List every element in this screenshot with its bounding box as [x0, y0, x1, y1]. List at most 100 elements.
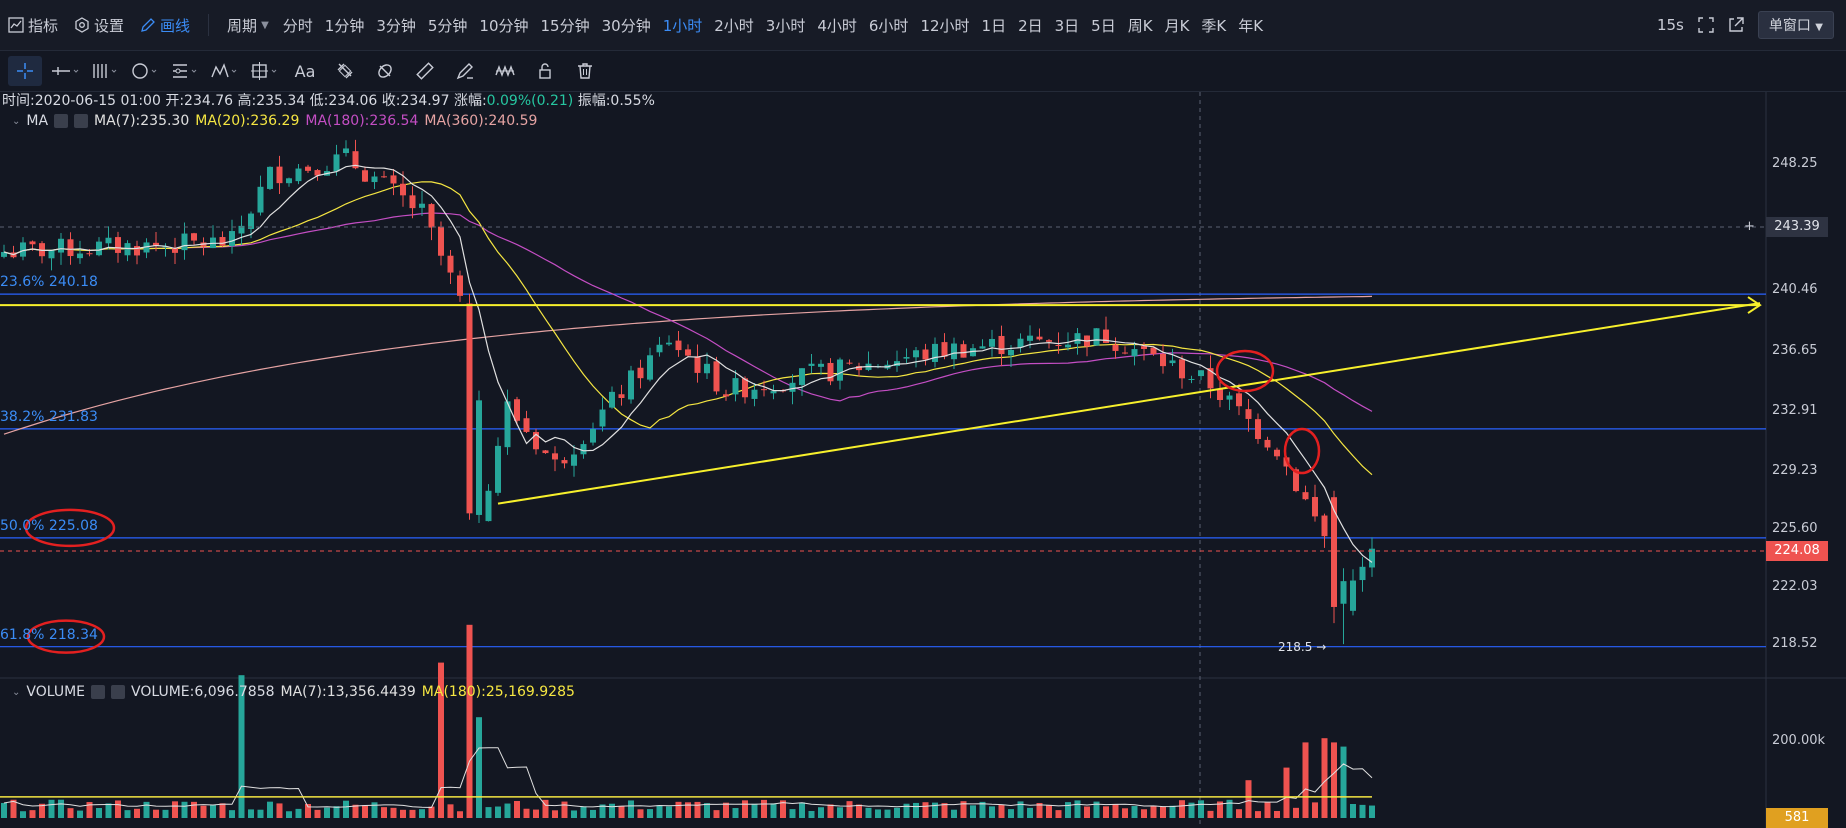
- ma-settings-icon[interactable]: [54, 114, 69, 128]
- fullscreen-icon[interactable]: [1698, 17, 1714, 33]
- popout-icon[interactable]: [1728, 17, 1744, 33]
- volume-bar: [542, 799, 549, 818]
- draw-button[interactable]: 画线: [132, 15, 198, 36]
- period-tab[interactable]: 30分钟: [601, 16, 651, 35]
- period-tabs: 分时 1分钟 3分钟 5分钟 10分钟 15分钟 30分钟 1小时 2小时 3小时 4小时 6小时 12…: [277, 15, 1269, 36]
- period-tab[interactable]: 15分钟: [540, 16, 590, 35]
- line-tool[interactable]: [48, 56, 82, 86]
- candle-body: [542, 450, 549, 454]
- volume-bar: [1179, 800, 1185, 818]
- magnet-tool[interactable]: [328, 56, 362, 86]
- candle-body: [419, 203, 425, 208]
- period-tab[interactable]: 年K: [1238, 16, 1264, 35]
- chevron-down-icon: ▼: [1815, 22, 1823, 33]
- volume-bar: [884, 809, 891, 818]
- candle-body: [761, 389, 767, 391]
- period-tab[interactable]: 4小时: [817, 16, 857, 35]
- volume-bar: [1331, 742, 1337, 818]
- info-close: 收:234.97: [381, 93, 450, 109]
- text-tool[interactable]: Aa: [288, 56, 322, 86]
- indicators-button[interactable]: 指标: [0, 15, 66, 36]
- period-tab[interactable]: 季K: [1201, 16, 1227, 35]
- candle-body: [86, 253, 93, 255]
- shape-tool[interactable]: [128, 56, 162, 86]
- period-tab[interactable]: 2日: [1018, 16, 1043, 35]
- volume-bar: [400, 809, 406, 818]
- fib-level-label: 50.0% 225.08: [0, 517, 98, 534]
- candle-body: [1331, 497, 1337, 607]
- volume-bar: [628, 800, 634, 818]
- fibonacci-retracement[interactable]: [0, 293, 1766, 648]
- volume-bar: [86, 802, 93, 818]
- period-tab[interactable]: 10分钟: [479, 16, 529, 35]
- period-tab[interactable]: 周K: [1127, 16, 1153, 35]
- candle-body: [1074, 333, 1081, 344]
- period-tab[interactable]: 分时: [282, 16, 313, 35]
- candle-body: [694, 356, 701, 373]
- candle-body: [1008, 349, 1014, 356]
- ruler-icon: [416, 62, 434, 80]
- volume-bar: [286, 811, 292, 818]
- ruler-tool[interactable]: [408, 56, 442, 86]
- candle-body: [1302, 492, 1309, 500]
- period-tab[interactable]: 5分钟: [427, 16, 468, 35]
- lock-tool[interactable]: [528, 56, 562, 86]
- period-tab[interactable]: 月K: [1164, 16, 1190, 35]
- candle-body: [609, 391, 615, 408]
- collapse-arrow-icon[interactable]: ⌄: [12, 115, 21, 127]
- volume-bar: [343, 800, 349, 818]
- candle-body: [1112, 344, 1119, 351]
- ma7-value: MA(7):235.30: [94, 113, 190, 129]
- volume-bar: [599, 804, 606, 818]
- volume-bar: [647, 809, 653, 818]
- pattern-tool[interactable]: [208, 56, 242, 86]
- period-tab[interactable]: 3分钟: [376, 16, 416, 35]
- window-mode-label: 单窗口: [1768, 18, 1811, 34]
- period-dropdown[interactable]: 周期 ▼: [219, 15, 277, 36]
- candle-body: [1340, 581, 1347, 604]
- channel-tool[interactable]: [88, 56, 122, 86]
- volume-bar: [1093, 801, 1100, 818]
- brush-tool[interactable]: [448, 56, 482, 86]
- user-drawings[interactable]: [0, 296, 1762, 654]
- volume-bar: [960, 801, 967, 818]
- candle-body: [1198, 370, 1204, 377]
- chevron-down-icon: ▼: [261, 19, 269, 31]
- delete-tool[interactable]: [568, 56, 602, 86]
- volume-settings-icon[interactable]: [91, 685, 106, 699]
- plus-icon[interactable]: +: [1744, 219, 1755, 234]
- volume-bar: [561, 801, 568, 818]
- period-tab[interactable]: 5日: [1091, 16, 1116, 35]
- candle-body: [1369, 548, 1375, 568]
- volume-bar: [780, 800, 786, 818]
- period-tab[interactable]: 12小时: [920, 16, 970, 35]
- period-tab[interactable]: 2小时: [714, 16, 754, 35]
- candle-body: [314, 170, 321, 176]
- period-tab[interactable]: 6小时: [868, 16, 909, 35]
- volume-bar: [210, 804, 216, 818]
- candle-body: [1027, 335, 1033, 341]
- collapse-arrow-icon[interactable]: ⌄: [12, 686, 21, 698]
- settings-button[interactable]: 设置: [66, 15, 132, 36]
- ma-close-icon[interactable]: [74, 114, 89, 128]
- period-tab[interactable]: 1小时: [662, 16, 703, 35]
- hide-drawings-tool[interactable]: [368, 56, 402, 86]
- measure-tool[interactable]: [248, 56, 282, 86]
- candle-body: [637, 367, 644, 379]
- period-tab[interactable]: 1日: [981, 16, 1007, 35]
- highlight-circle: [1283, 427, 1321, 475]
- refresh-interval[interactable]: 15s: [1656, 16, 1684, 34]
- period-tab[interactable]: 3小时: [765, 16, 806, 35]
- crosshair-tool[interactable]: [8, 56, 42, 86]
- window-mode-dropdown[interactable]: 单窗口 ▼: [1757, 11, 1834, 39]
- elliott-tool[interactable]: [488, 56, 522, 86]
- candle-body: [1141, 346, 1147, 350]
- volume-bar: [1065, 802, 1071, 818]
- fib-tool[interactable]: [168, 56, 202, 86]
- volume-close-icon[interactable]: [111, 685, 126, 699]
- volume-bar: [666, 806, 672, 818]
- period-tab[interactable]: 3日: [1054, 16, 1080, 35]
- period-tab[interactable]: 1分钟: [324, 16, 365, 35]
- volume-bar: [1226, 799, 1233, 818]
